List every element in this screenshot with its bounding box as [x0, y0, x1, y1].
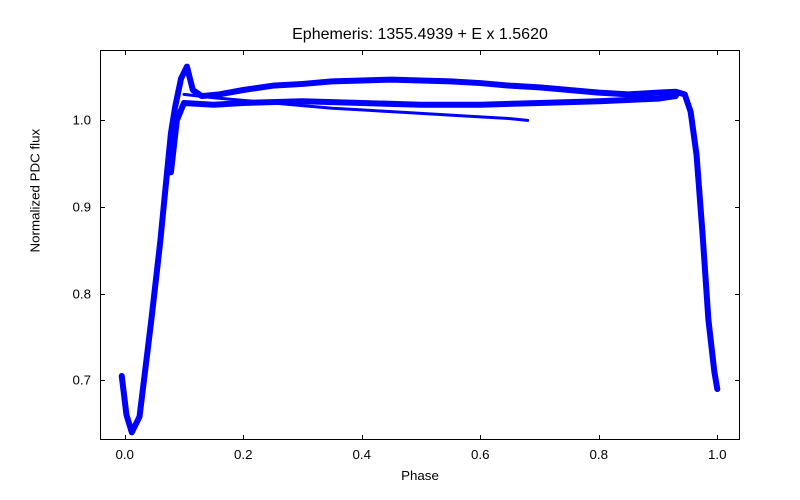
y-tick-label: 0.7	[51, 373, 91, 388]
x-tick	[362, 51, 363, 55]
x-tick	[362, 435, 363, 439]
y-tick	[101, 120, 105, 121]
x-tick-label: 0.4	[352, 447, 371, 462]
x-tick	[125, 51, 126, 55]
y-tick-label: 0.9	[51, 200, 91, 215]
x-tick	[125, 435, 126, 439]
y-tick	[101, 207, 105, 208]
x-tick	[717, 435, 718, 439]
y-tick-label: 1.0	[51, 113, 91, 128]
chart-title: Ephemeris: 1355.4939 + E x 1.5620	[100, 26, 740, 44]
y-tick	[101, 380, 105, 381]
x-tick-label: 0.6	[471, 447, 490, 462]
y-tick	[735, 207, 739, 208]
x-tick-label: 0.0	[115, 447, 134, 462]
x-tick	[480, 435, 481, 439]
x-tick-label: 0.2	[234, 447, 253, 462]
y-tick	[101, 294, 105, 295]
y-tick	[735, 380, 739, 381]
y-tick	[735, 294, 739, 295]
flux-curve-lower	[171, 96, 676, 172]
plot-svg	[101, 51, 741, 441]
flux-curve-upper	[122, 67, 718, 433]
y-axis-label: Normalized PDC flux	[28, 233, 43, 253]
x-tick	[243, 51, 244, 55]
x-tick	[599, 435, 600, 439]
chart-container: Ephemeris: 1355.4939 + E x 1.5620 Normal…	[0, 0, 800, 500]
x-axis-label: Phase	[100, 468, 740, 483]
plot-area: 0.70.80.91.00.00.20.40.60.81.0	[100, 50, 740, 440]
y-tick	[735, 120, 739, 121]
x-tick-label: 1.0	[708, 447, 727, 462]
x-tick	[243, 435, 244, 439]
x-tick	[599, 51, 600, 55]
x-tick	[717, 51, 718, 55]
y-tick-label: 0.8	[51, 286, 91, 301]
x-tick	[480, 51, 481, 55]
x-tick-label: 0.8	[590, 447, 609, 462]
